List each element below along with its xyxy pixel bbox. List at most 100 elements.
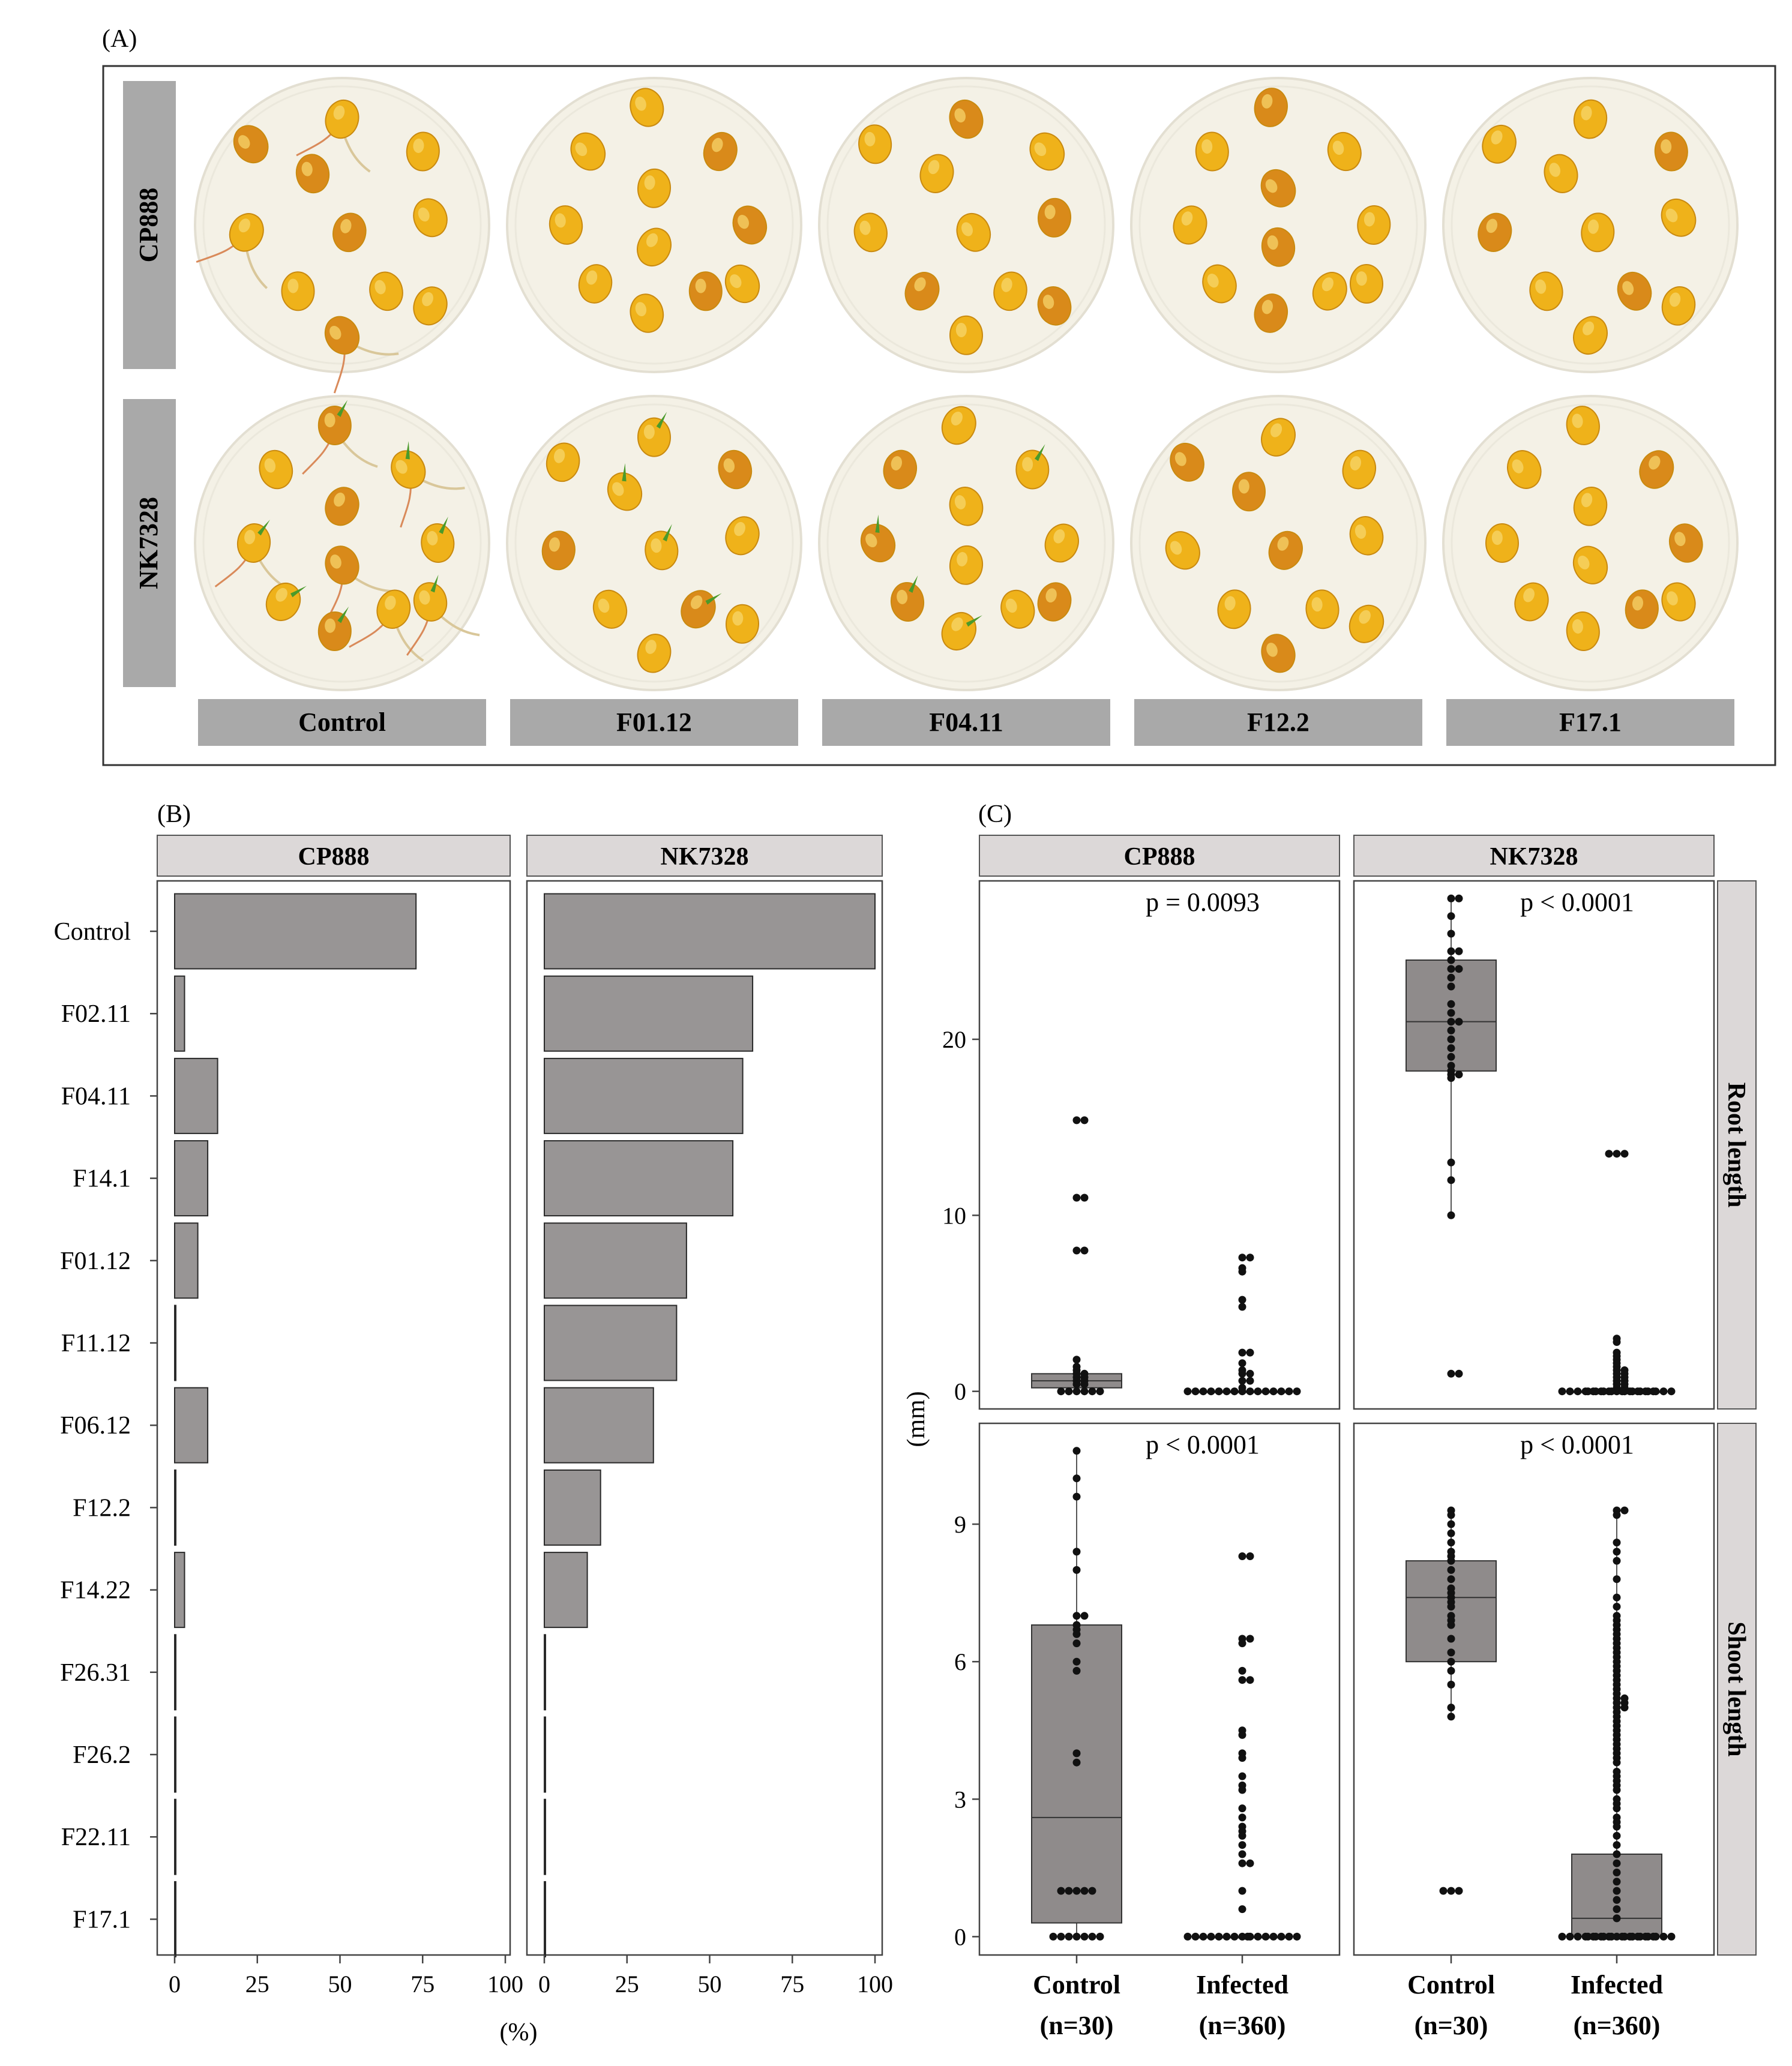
data-point bbox=[1199, 1387, 1207, 1396]
seed bbox=[233, 125, 269, 164]
data-point bbox=[1613, 1905, 1621, 1914]
data-point bbox=[1613, 1932, 1621, 1941]
x-tick-label: 25 bbox=[615, 1971, 639, 1998]
sprout bbox=[705, 593, 722, 605]
seed bbox=[941, 406, 976, 445]
data-point bbox=[1238, 1348, 1246, 1357]
data-point bbox=[1246, 1369, 1254, 1378]
seed-kernel bbox=[317, 611, 352, 651]
seed bbox=[1625, 589, 1659, 629]
seed-highlight bbox=[586, 270, 598, 285]
seed bbox=[637, 168, 672, 208]
data-point bbox=[1447, 1704, 1455, 1712]
data-point bbox=[1447, 1158, 1455, 1167]
seed-highlight bbox=[1311, 597, 1323, 612]
seed-kernel bbox=[1261, 418, 1296, 457]
bar-marks: Control F02.11 F04.11 F14.1 F01.12 F11.12 F06.… bbox=[54, 893, 893, 1998]
seed-highlight bbox=[1491, 530, 1503, 545]
seed bbox=[406, 131, 440, 172]
seed-highlight bbox=[385, 595, 396, 610]
seed-highlight bbox=[1578, 555, 1590, 569]
seed bbox=[949, 99, 984, 139]
sprout bbox=[430, 574, 439, 593]
dish-rim bbox=[1138, 403, 1418, 683]
data-point bbox=[1246, 1859, 1254, 1867]
data-point bbox=[1613, 1758, 1621, 1767]
data-point bbox=[1243, 1932, 1252, 1941]
data-point bbox=[1246, 1254, 1254, 1262]
bar bbox=[544, 1552, 588, 1629]
seed-highlight bbox=[1022, 457, 1033, 472]
y-tick-label: 10 bbox=[942, 1202, 966, 1229]
data-point bbox=[1207, 1932, 1215, 1941]
seed-kernel bbox=[1485, 523, 1520, 563]
seed bbox=[592, 589, 628, 629]
data-point bbox=[1080, 1932, 1089, 1941]
seed bbox=[1544, 154, 1578, 193]
data-point bbox=[1584, 1932, 1592, 1941]
seed-highlight bbox=[1270, 423, 1282, 437]
seed bbox=[956, 212, 991, 252]
seed-highlight bbox=[330, 554, 341, 569]
seed bbox=[724, 264, 760, 304]
seed bbox=[1327, 131, 1362, 172]
seed-highlight bbox=[651, 538, 662, 553]
bar bbox=[544, 975, 754, 1052]
seed bbox=[421, 516, 455, 563]
bar bbox=[544, 1057, 744, 1134]
data-point bbox=[1455, 947, 1463, 955]
data-point bbox=[1238, 1841, 1246, 1849]
x-tick-label: 25 bbox=[245, 1971, 269, 1998]
data-point bbox=[1620, 1150, 1629, 1158]
data-point bbox=[1613, 1850, 1621, 1858]
seed-highlight bbox=[1174, 452, 1186, 466]
data-point bbox=[1626, 1932, 1634, 1941]
seed bbox=[324, 316, 399, 394]
data-point bbox=[1447, 1713, 1455, 1721]
data-point bbox=[1088, 1887, 1096, 1895]
col-strip-control bbox=[198, 699, 486, 746]
seed-highlight bbox=[1486, 218, 1498, 233]
data-point bbox=[1246, 1387, 1254, 1396]
seed-kernel bbox=[1661, 198, 1697, 237]
seed-kernel bbox=[941, 406, 976, 445]
data-point bbox=[1238, 1359, 1246, 1368]
sprout bbox=[909, 575, 918, 593]
seed-highlight bbox=[646, 233, 658, 247]
data-point bbox=[1269, 1387, 1278, 1396]
dish-rim bbox=[202, 85, 482, 365]
seed-highlight bbox=[1001, 277, 1012, 292]
seed-highlight bbox=[928, 160, 940, 175]
seed-highlight bbox=[1582, 321, 1595, 335]
category-label: F12.2 bbox=[73, 1494, 131, 1522]
data-point bbox=[1439, 1887, 1448, 1895]
category-label: F14.1 bbox=[73, 1165, 131, 1193]
seed-highlight bbox=[287, 278, 299, 293]
seed-highlight bbox=[1266, 643, 1278, 657]
seed bbox=[1231, 472, 1266, 512]
data-point bbox=[1447, 1621, 1455, 1629]
data-point bbox=[1620, 1506, 1629, 1515]
seed-highlight bbox=[1359, 610, 1371, 624]
data-point bbox=[1072, 1246, 1081, 1255]
seed-highlight bbox=[645, 640, 657, 654]
seed-highlight bbox=[738, 215, 749, 229]
seed bbox=[302, 400, 378, 475]
seed-kernel bbox=[1254, 293, 1288, 333]
bar bbox=[174, 1057, 218, 1134]
data-point bbox=[1447, 1018, 1455, 1026]
data-point bbox=[1230, 1387, 1239, 1396]
seed bbox=[295, 154, 330, 194]
data-point bbox=[1049, 1932, 1057, 1941]
facet-col-label-nk7328: NK7328 bbox=[1490, 843, 1578, 871]
data-point bbox=[1096, 1932, 1104, 1941]
category-label: F14.22 bbox=[60, 1577, 131, 1605]
seed-highlight bbox=[957, 551, 968, 566]
data-point bbox=[1641, 1932, 1650, 1941]
seed bbox=[1254, 293, 1288, 333]
seed-kernel bbox=[233, 125, 269, 164]
data-point bbox=[1620, 1704, 1629, 1712]
data-point bbox=[1447, 1575, 1455, 1584]
col-strip-f12-2 bbox=[1134, 699, 1422, 746]
data-point bbox=[1238, 1731, 1246, 1739]
